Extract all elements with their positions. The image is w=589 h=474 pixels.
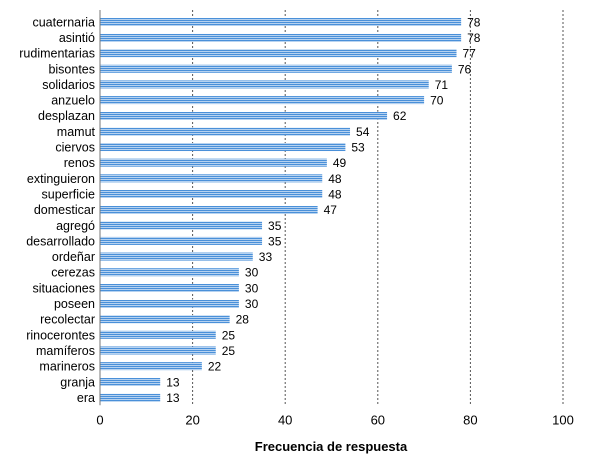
category-label: marineros bbox=[39, 360, 95, 374]
data-label: 53 bbox=[351, 141, 365, 155]
data-label: 30 bbox=[245, 281, 259, 295]
bar bbox=[100, 268, 239, 277]
category-label: granja bbox=[60, 375, 95, 389]
data-label: 71 bbox=[435, 78, 449, 92]
category-label: rinocerontes bbox=[26, 328, 95, 342]
data-label: 48 bbox=[328, 187, 342, 201]
data-label: 47 bbox=[324, 203, 338, 217]
category-label: solidarios bbox=[42, 78, 95, 92]
data-label: 30 bbox=[245, 297, 259, 311]
category-label: ordeñar bbox=[52, 250, 95, 264]
category-label: anzuelo bbox=[51, 94, 95, 108]
data-label: 35 bbox=[268, 234, 282, 248]
bar bbox=[100, 158, 327, 167]
bar bbox=[100, 221, 263, 230]
data-label: 76 bbox=[458, 62, 472, 76]
data-label: 54 bbox=[356, 125, 370, 139]
bar bbox=[100, 49, 457, 58]
bar bbox=[100, 127, 351, 136]
bar bbox=[100, 205, 318, 214]
category-label: bisontes bbox=[48, 62, 95, 76]
bar bbox=[100, 377, 161, 386]
bar bbox=[100, 346, 216, 355]
category-label: desarrollado bbox=[26, 234, 95, 248]
data-label: 13 bbox=[166, 375, 180, 389]
bars bbox=[100, 17, 462, 402]
category-label: mamíferos bbox=[36, 344, 95, 358]
x-tick-label: 20 bbox=[185, 412, 199, 427]
category-label: cuaternaria bbox=[32, 15, 95, 29]
data-label: 30 bbox=[245, 266, 259, 280]
bar bbox=[100, 80, 429, 89]
data-label: 70 bbox=[430, 94, 444, 108]
data-label: 25 bbox=[222, 344, 236, 358]
x-tick-label: 80 bbox=[463, 412, 477, 427]
category-label: asintió bbox=[59, 31, 95, 45]
bar bbox=[100, 17, 462, 26]
data-label: 28 bbox=[236, 313, 250, 327]
data-label: 62 bbox=[393, 109, 407, 123]
bar bbox=[100, 393, 161, 402]
bar bbox=[100, 96, 425, 105]
data-label: 48 bbox=[328, 172, 342, 186]
data-label: 49 bbox=[333, 156, 347, 170]
bar bbox=[100, 143, 346, 152]
x-tick-label: 0 bbox=[96, 412, 103, 427]
category-label: rudimentarias bbox=[19, 47, 95, 61]
bar bbox=[100, 299, 239, 308]
x-tick-label: 100 bbox=[552, 412, 574, 427]
x-tick-label: 40 bbox=[278, 412, 292, 427]
x-axis-title: Frecuencia de respuesta bbox=[255, 439, 408, 454]
data-label: 78 bbox=[467, 15, 481, 29]
category-label: renos bbox=[64, 156, 95, 170]
bar bbox=[100, 236, 263, 245]
bar bbox=[100, 252, 253, 261]
category-label: era bbox=[77, 391, 95, 405]
data-label: 78 bbox=[467, 31, 481, 45]
bar bbox=[100, 283, 239, 292]
bar bbox=[100, 174, 323, 183]
category-label: desplazan bbox=[38, 109, 95, 123]
data-label: 77 bbox=[463, 47, 477, 61]
data-label: 13 bbox=[166, 391, 180, 405]
data-label: 25 bbox=[222, 328, 236, 342]
category-label: superficie bbox=[42, 187, 96, 201]
data-label: 35 bbox=[268, 219, 282, 233]
bar bbox=[100, 362, 202, 371]
bar bbox=[100, 330, 216, 339]
category-label: extinguieron bbox=[27, 172, 95, 186]
category-label: situaciones bbox=[32, 281, 95, 295]
grid-lines bbox=[192, 10, 564, 406]
axes: 0 20 40 60 80 100 cuaternaria 78 asintió 78 rudime… bbox=[19, 10, 574, 427]
category-label: recolectar bbox=[40, 313, 95, 327]
category-label: mamut bbox=[57, 125, 96, 139]
bar bbox=[100, 189, 323, 198]
category-label: agregó bbox=[56, 219, 95, 233]
data-label: 22 bbox=[208, 360, 222, 374]
category-label: domesticar bbox=[34, 203, 95, 217]
data-label: 33 bbox=[259, 250, 273, 264]
x-tick-label: 60 bbox=[371, 412, 385, 427]
bar bbox=[100, 315, 230, 324]
bar bbox=[100, 111, 388, 120]
category-label: ciervos bbox=[55, 141, 95, 155]
bar bbox=[100, 33, 462, 42]
category-label: cerezas bbox=[51, 266, 95, 280]
bar bbox=[100, 64, 452, 73]
category-label: poseen bbox=[54, 297, 95, 311]
